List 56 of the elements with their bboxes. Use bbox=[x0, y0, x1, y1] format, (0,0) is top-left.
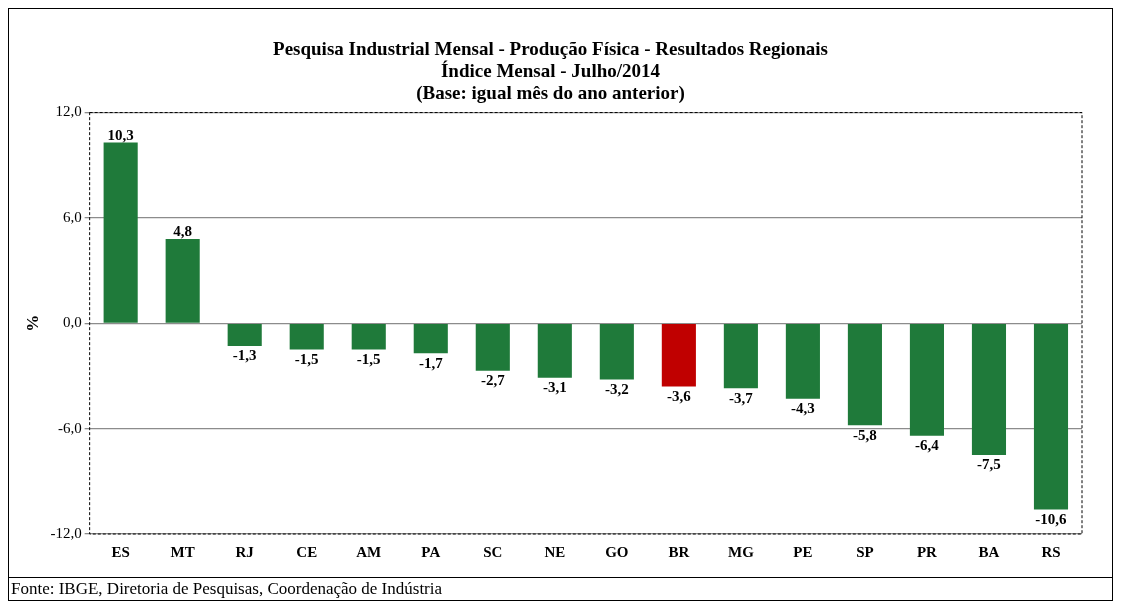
data-label: -1,5 bbox=[356, 350, 381, 367]
x-tick-label: BR bbox=[668, 543, 690, 560]
bar bbox=[785, 323, 820, 399]
x-tick-label: RS bbox=[1041, 543, 1061, 560]
bar bbox=[971, 323, 1007, 455]
y-tick-label: 12,0 bbox=[55, 103, 82, 120]
data-label: 4,8 bbox=[173, 223, 193, 240]
bar bbox=[227, 323, 262, 347]
x-tick-label: BA bbox=[978, 543, 1000, 560]
data-label: -1,3 bbox=[232, 347, 257, 364]
bar bbox=[413, 323, 448, 354]
data-label: -3,7 bbox=[729, 389, 754, 406]
data-label: -3,2 bbox=[604, 380, 629, 397]
y-tick-label: -12,0 bbox=[50, 524, 82, 541]
y-tick-label: 0,0 bbox=[62, 314, 82, 331]
y-tick-label: 6,0 bbox=[62, 208, 82, 225]
x-tick-label: PA bbox=[421, 543, 441, 560]
bar bbox=[475, 323, 510, 371]
x-tick-label: PR bbox=[916, 543, 938, 560]
bar bbox=[661, 323, 696, 387]
data-label: -3,6 bbox=[666, 387, 692, 404]
data-label: -1,5 bbox=[294, 350, 319, 367]
x-tick-label: MT bbox=[170, 543, 195, 560]
bar bbox=[847, 323, 882, 426]
chart-title: Pesquisa Industrial Mensal - Produção Física - Resultados Regionais Índice Mensal - Julho/2014 (Base: igual mês do ano anterior) bbox=[273, 37, 828, 104]
bar bbox=[103, 142, 138, 323]
data-label: -10,6 bbox=[1035, 510, 1068, 527]
x-tick-label: CE bbox=[296, 543, 318, 560]
y-axis-title: % bbox=[22, 314, 42, 332]
bar bbox=[165, 238, 200, 323]
x-tick-label: GO bbox=[605, 543, 629, 560]
bar bbox=[537, 323, 572, 378]
x-tick-label: AM bbox=[356, 543, 382, 560]
x-tick-label: MG bbox=[727, 543, 755, 560]
bar bbox=[599, 323, 634, 380]
bar bbox=[909, 323, 944, 436]
x-tick-label: NE bbox=[544, 543, 566, 560]
x-tick-label: ES bbox=[111, 543, 130, 560]
data-label: -2,7 bbox=[480, 372, 506, 389]
x-tick-label: SP bbox=[856, 543, 874, 560]
data-label: 10,3 bbox=[107, 126, 134, 143]
bar bbox=[289, 323, 324, 350]
bar bbox=[723, 323, 758, 389]
data-label: -6,4 bbox=[915, 437, 940, 454]
data-label: -1,7 bbox=[418, 354, 444, 371]
x-tick-label: PE bbox=[793, 543, 813, 560]
x-tick-label: SC bbox=[483, 543, 503, 560]
data-label: -5,8 bbox=[853, 426, 877, 443]
bar bbox=[351, 323, 386, 350]
bar bbox=[1033, 323, 1069, 510]
data-label: -4,3 bbox=[791, 400, 815, 417]
data-label: -7,5 bbox=[977, 456, 1001, 473]
x-tick-label: RJ bbox=[235, 543, 255, 560]
source-note: Fonte: IBGE, Diretoria de Pesquisas, Coordenação de Indústria bbox=[9, 577, 1112, 600]
data-label: -3,1 bbox=[542, 379, 567, 396]
y-tick-label: -6,0 bbox=[57, 419, 82, 436]
